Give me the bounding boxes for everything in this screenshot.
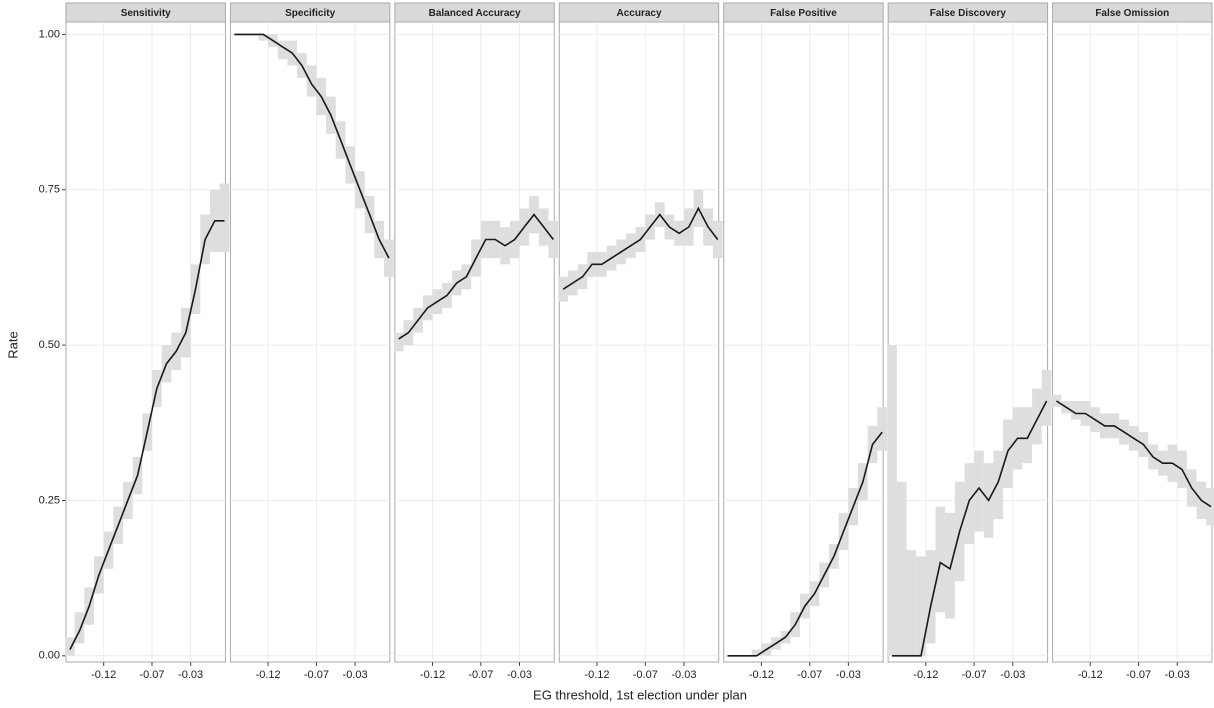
error-band <box>306 65 317 97</box>
y-axis-title: Rate <box>5 331 20 358</box>
error-band <box>65 637 75 656</box>
x-tick-label: -0.12 <box>1078 669 1103 681</box>
error-band <box>258 34 269 41</box>
line <box>892 400 1048 657</box>
error-band <box>974 450 984 532</box>
strip-label: Specificity <box>285 8 335 19</box>
error-band <box>877 407 888 451</box>
error-band <box>1070 401 1081 420</box>
error-band <box>925 550 936 644</box>
error-band <box>887 345 897 656</box>
error-band <box>712 220 723 259</box>
x-tick-label: -0.07 <box>1126 669 1151 681</box>
line <box>398 213 554 340</box>
error-band <box>993 450 1004 520</box>
error-band <box>1032 388 1042 445</box>
panel-background <box>394 21 555 663</box>
line <box>234 33 390 259</box>
error-band <box>1003 419 1013 489</box>
x-tick-label: -0.07 <box>139 669 164 681</box>
x-tick-label: -0.03 <box>1000 669 1025 681</box>
error-band <box>916 556 926 656</box>
strip <box>558 2 720 23</box>
strip-label: False Discovery <box>930 8 1007 19</box>
panel-background <box>65 21 226 663</box>
error-band <box>558 276 568 302</box>
strip <box>229 2 391 23</box>
x-tick-label: -0.07 <box>797 669 822 681</box>
y-tick-label: 0.50 <box>39 339 60 351</box>
x-axis-title: EG threshold, 1st election under plan <box>533 687 747 702</box>
strip <box>1052 2 1213 23</box>
x-tick-label: -0.03 <box>343 669 368 681</box>
x-tick-label: -0.07 <box>962 669 987 681</box>
error-band <box>393 332 404 352</box>
x-tick-label: -0.03 <box>1165 669 1190 681</box>
line <box>562 206 719 290</box>
error-band <box>384 239 394 277</box>
panel-background <box>229 21 391 663</box>
strip-label: Sensitivity <box>121 8 171 19</box>
y-tick-label: 1.00 <box>39 28 60 40</box>
strip <box>394 2 555 23</box>
x-tick-label: -0.03 <box>671 669 696 681</box>
strip <box>887 2 1049 23</box>
line <box>69 220 225 650</box>
y-tick-label: 0.25 <box>39 494 60 506</box>
error-band <box>722 655 733 657</box>
error-band <box>229 34 240 36</box>
line <box>727 431 883 657</box>
error-band <box>277 40 288 60</box>
strip-label: False Positive <box>770 8 837 19</box>
error-band <box>935 506 946 613</box>
error-band <box>964 463 975 544</box>
panel-background <box>558 21 720 663</box>
x-tick-label: -0.12 <box>584 669 609 681</box>
error-band <box>751 649 762 656</box>
x-tick-label: -0.12 <box>91 669 116 681</box>
panel-background <box>1052 21 1213 663</box>
error-band <box>1022 407 1033 464</box>
x-tick-label: -0.07 <box>468 669 493 681</box>
y-tick-label: 0.00 <box>39 650 60 662</box>
line <box>1055 400 1212 508</box>
x-tick-label: -0.12 <box>420 669 445 681</box>
x-tick-label: -0.07 <box>304 669 329 681</box>
x-tick-label: -0.12 <box>913 669 938 681</box>
x-tick-label: -0.03 <box>836 669 861 681</box>
strip <box>65 2 226 23</box>
error-band <box>906 550 917 656</box>
error-band <box>896 481 907 656</box>
strip-label: Balanced Accuracy <box>429 8 521 19</box>
strip-label: Accuracy <box>616 8 661 19</box>
x-tick-label: -0.12 <box>256 669 281 681</box>
strip-label: False Omission <box>1095 8 1169 19</box>
y-tick-label: 0.75 <box>39 184 60 196</box>
error-band <box>219 183 230 252</box>
x-tick-label: -0.03 <box>507 669 532 681</box>
x-tick-label: -0.12 <box>749 669 774 681</box>
x-tick-label: -0.07 <box>633 669 658 681</box>
x-tick-label: -0.03 <box>178 669 203 681</box>
strip <box>723 2 884 23</box>
error-band <box>74 612 85 644</box>
error-band <box>1041 369 1052 426</box>
panel-background <box>723 21 884 663</box>
